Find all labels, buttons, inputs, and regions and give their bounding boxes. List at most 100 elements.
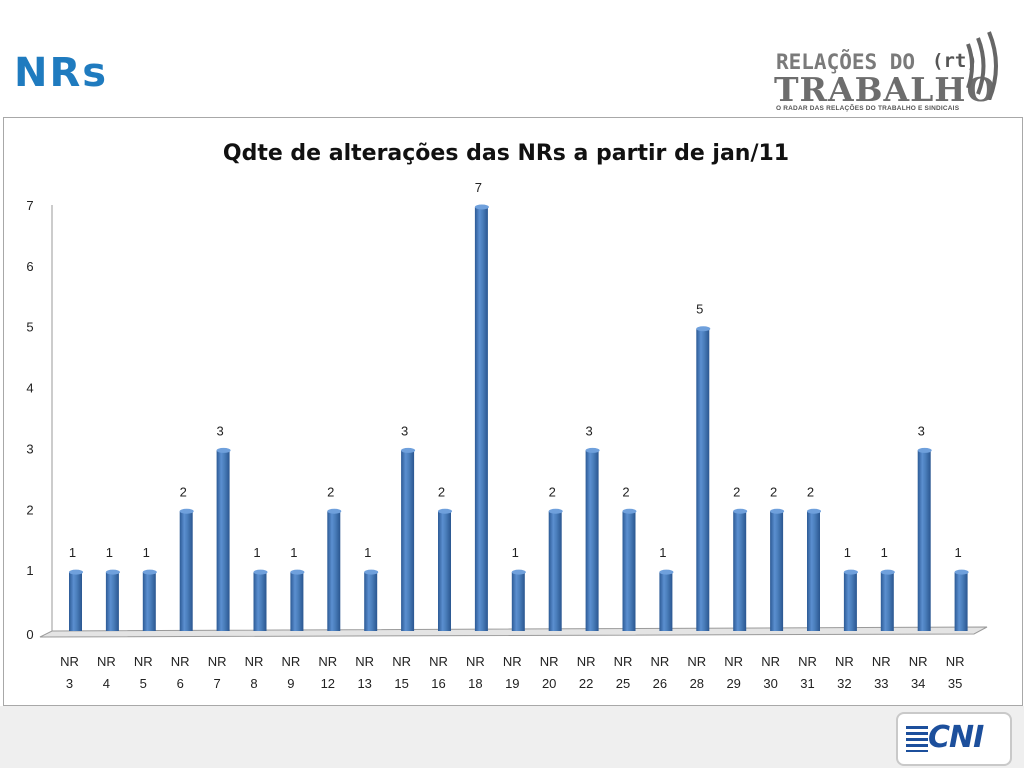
data-label: 2 [438,484,445,499]
x-tick-label: 22 [579,676,593,691]
bar [105,572,119,631]
data-label: 1 [143,545,150,560]
bar-cap [216,447,231,453]
x-tick-label: 5 [140,676,147,691]
x-tick-label: 33 [874,676,888,691]
bar [954,572,968,631]
bar [880,572,894,631]
y-tick-label: 1 [26,563,33,578]
data-label: 1 [659,545,666,560]
x-tick-label: 25 [616,676,630,691]
x-tick-label: 30 [763,676,777,691]
x-tick-label: 13 [357,676,371,691]
x-tick-label: NR [171,654,190,669]
chart-title: Qdte de alterações das NRs a partir de j… [222,141,790,166]
x-tick-label: 4 [103,676,110,691]
x-tick-label: 6 [177,676,184,691]
x-tick-label: 20 [542,676,556,691]
cni-stripes-icon [906,726,928,752]
data-label: 3 [216,423,223,438]
data-label: 7 [475,180,482,195]
cni-logo: CNI [896,712,1012,766]
data-label: 1 [844,545,851,560]
data-label: 2 [770,484,777,499]
relacoes-do-trabalho-logo: RELAÇÕES DO TRABALHO O RADAR DAS RELAÇÕE… [772,30,1012,116]
bar-cap [105,569,120,575]
bar-cap [511,569,526,575]
bar [327,511,341,631]
data-label: 2 [622,484,629,499]
bar-cap [290,569,305,575]
x-tick-label: NR [761,654,780,669]
bar [142,572,156,631]
bar-cap [438,508,452,514]
x-tick-label: 31 [800,676,814,691]
data-label: 1 [106,545,113,560]
x-tick-label: 16 [431,676,445,691]
radio-waves-icon [966,31,998,100]
data-label: 2 [327,484,334,499]
x-tick-label: 28 [690,676,704,691]
bar-cap [69,569,83,575]
chart-floor [39,626,988,638]
x-tick-label: 32 [837,676,851,691]
x-tick-label: NR [614,654,633,669]
x-tick-label: 18 [468,676,482,691]
bar-cap [843,569,858,575]
y-tick-label: 7 [26,198,33,213]
bar [401,450,415,631]
x-tick-label: NR [355,654,374,669]
bar [179,511,193,631]
x-tick-label: NR [466,654,485,669]
rt-badge: (rt) [932,50,978,72]
bar-cap [253,569,268,575]
x-tick-label: 8 [250,676,257,691]
bar-cap [770,508,785,514]
x-tick-label: 12 [321,676,335,691]
bar-cap [548,508,563,514]
x-tick-label: NR [318,654,337,669]
data-label: 2 [549,484,556,499]
bar-cap [917,447,932,453]
data-label: 1 [290,545,297,560]
x-tick-label: 34 [911,676,925,691]
bar [253,572,267,631]
bar-cap [327,508,342,514]
data-label: 5 [696,302,703,317]
bar-cap [474,204,489,210]
x-tick-label: NR [60,654,79,669]
y-tick-label: 2 [26,502,33,517]
x-tick-label: 35 [948,676,962,691]
x-tick-label: 9 [287,676,294,691]
x-tick-label: 19 [505,676,519,691]
x-tick-label: NR [503,654,522,669]
slide-title: NRs [14,50,109,96]
bar-cap [585,447,600,453]
x-tick-label: NR [651,654,670,669]
bar-cap [733,508,748,514]
y-tick-label: 5 [26,320,33,335]
x-tick-label: NR [245,654,264,669]
y-tick-label: 4 [26,381,33,396]
data-label: 1 [69,545,76,560]
bar [438,511,451,631]
bar [585,450,599,631]
x-tick-label: 29 [726,676,740,691]
bar-cap [659,569,674,575]
data-label: 1 [954,545,961,560]
x-tick-label: NR [946,654,965,669]
cni-logo-text: CNI [928,720,984,755]
x-tick-label: 7 [213,676,220,691]
x-tick-label: 15 [394,676,408,691]
bar-cap [622,508,637,514]
bar-cap [696,326,711,332]
data-label: 2 [180,484,187,499]
bar [770,511,784,631]
bar-cap [880,569,895,575]
bar [807,511,820,631]
x-tick-label: NR [429,654,448,669]
bar-cap [401,447,416,453]
x-tick-label: 26 [653,676,667,691]
data-label: 1 [364,545,371,560]
